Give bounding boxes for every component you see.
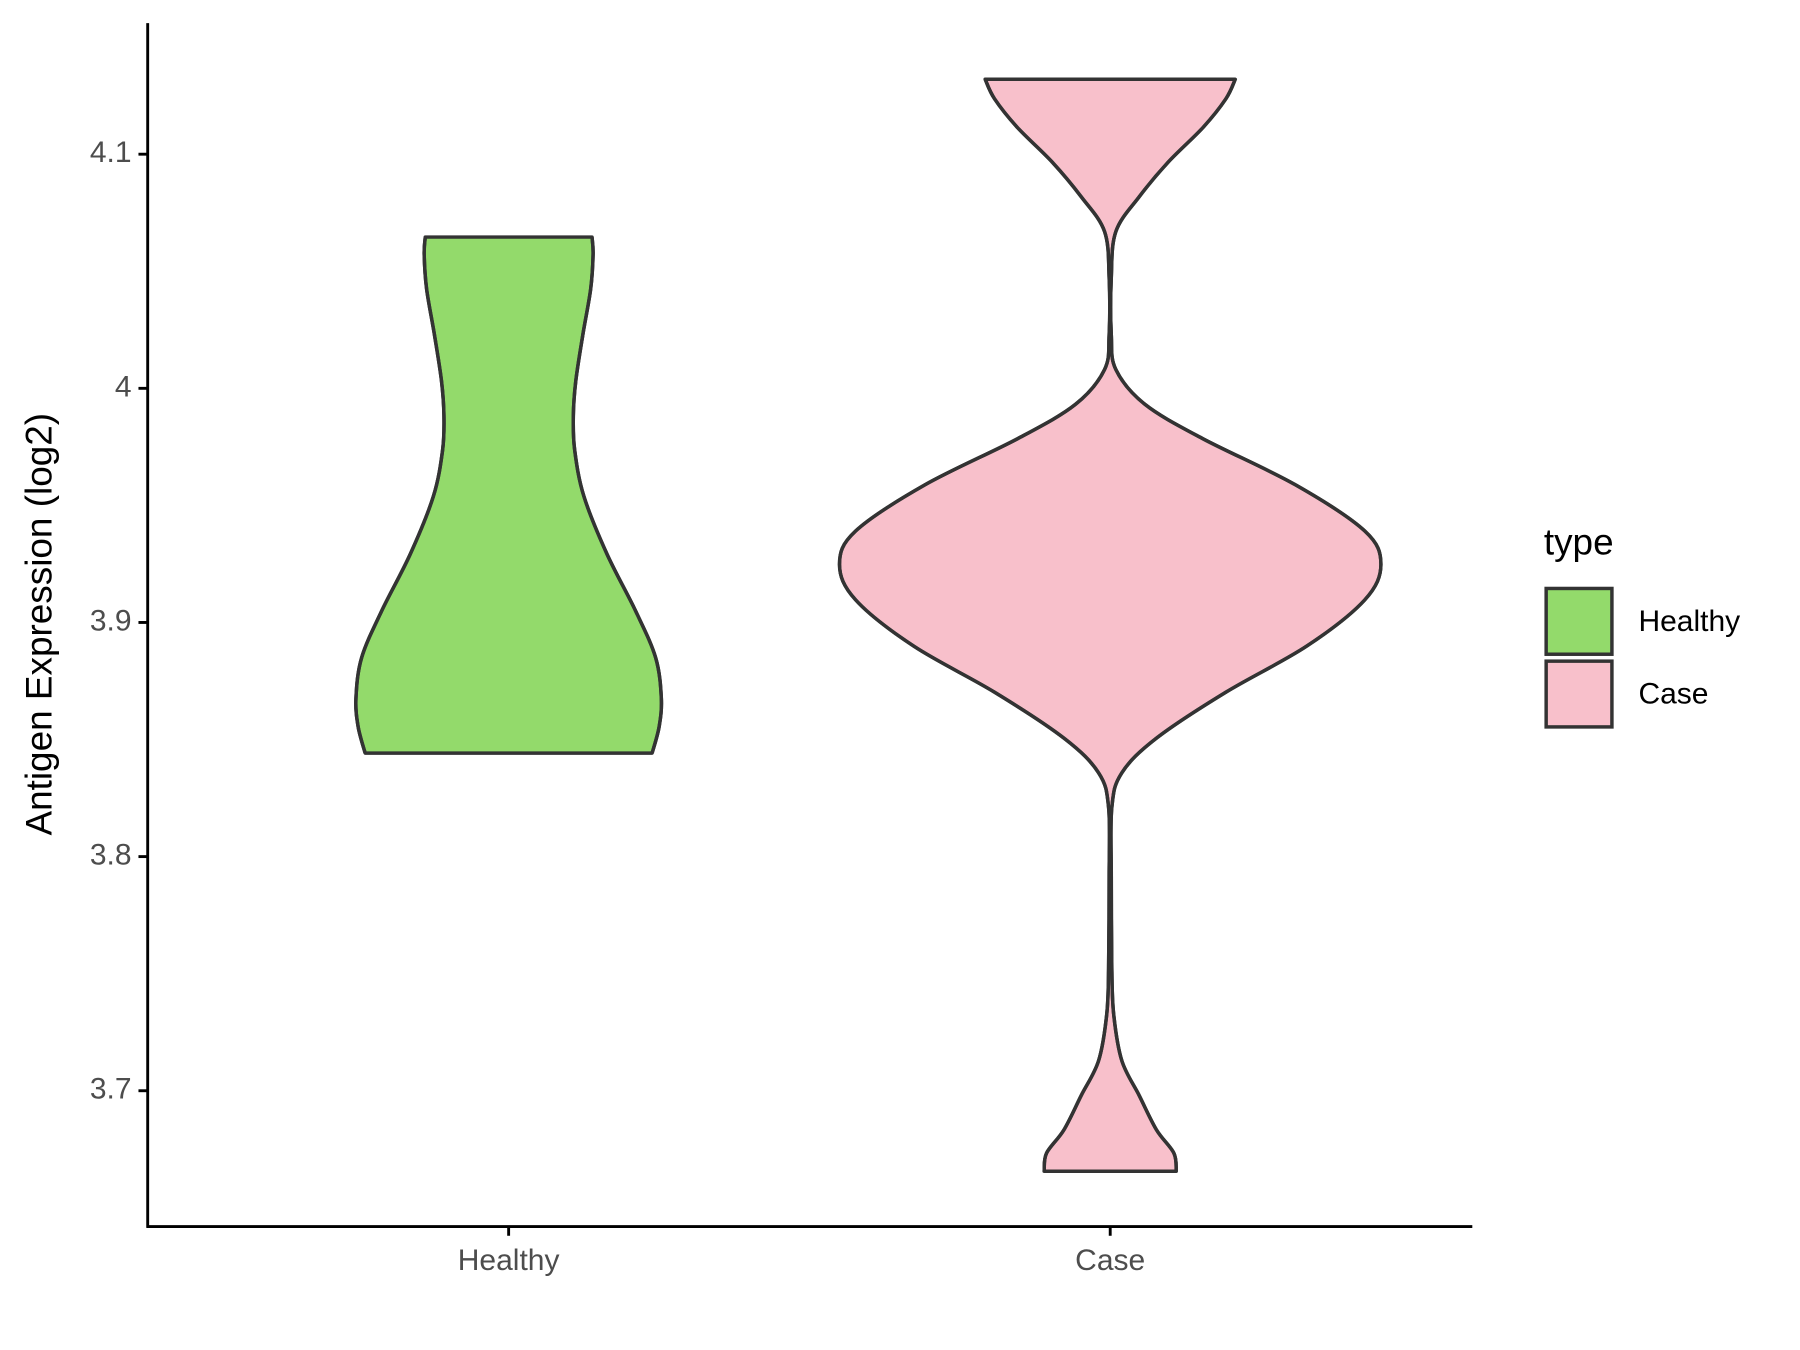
y-tick-label: 4.1 (90, 136, 132, 169)
y-tick-label: 4 (115, 370, 132, 403)
y-tick-label: 3.9 (90, 604, 132, 637)
violin-right-edge (571, 236, 664, 754)
violin-right-edge (1108, 78, 1383, 1172)
y-tick-label: 3.8 (90, 839, 132, 872)
legend-key (1544, 586, 1614, 656)
violin-left-edge (837, 78, 1112, 1172)
legend-label: Case (1638, 678, 1708, 711)
violin-left-edge (354, 236, 446, 754)
legend-label: Healthy (1638, 605, 1740, 638)
x-tick-label: Case (1075, 1244, 1145, 1277)
x-tick-label: Healthy (458, 1244, 560, 1277)
y-axis-title: Antigen Expression (log2) (18, 413, 59, 836)
y-tick-label: 3.7 (90, 1073, 132, 1106)
legend-key (1544, 659, 1614, 729)
legend-title: type (1544, 521, 1614, 562)
